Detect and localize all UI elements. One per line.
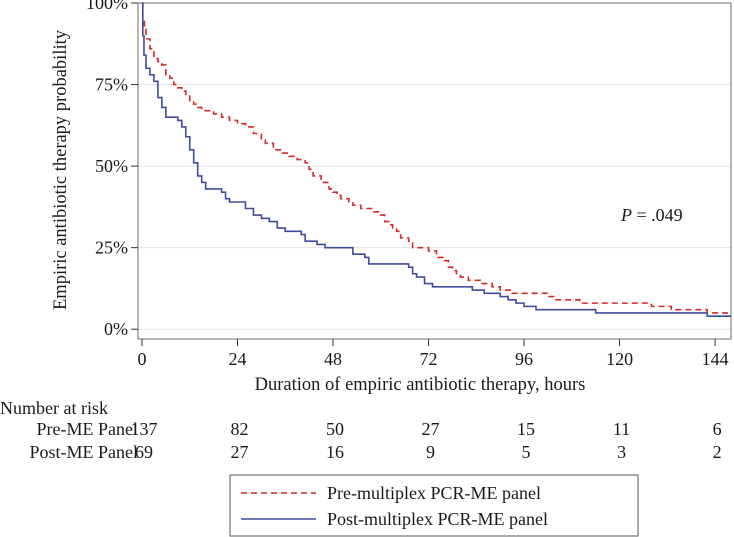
series-line-pre-panel bbox=[141, 2, 731, 317]
risk-value-post-72: 9 bbox=[426, 442, 435, 462]
risk-value-pre-144: 6 bbox=[713, 419, 722, 439]
p-value-text: = .049 bbox=[632, 205, 683, 225]
risk-value-post-0: 69 bbox=[135, 442, 153, 462]
x-tick-label-2: 48 bbox=[324, 349, 342, 369]
risk-value-pre-96: 15 bbox=[517, 419, 535, 439]
x-tick-label-3: 72 bbox=[420, 349, 438, 369]
risk-row-label-pre: Pre-ME Panel bbox=[37, 419, 138, 439]
y-tick-label-0: 0% bbox=[104, 319, 128, 339]
risk-table: Number at risk Pre-ME Panel Post-ME Pane… bbox=[0, 398, 722, 462]
plot-area-frame bbox=[137, 2, 732, 340]
series-line-post-panel bbox=[141, 2, 731, 317]
legend-frame bbox=[229, 474, 639, 537]
x-axis-title: Duration of empiric antibiotic therapy, … bbox=[255, 375, 586, 395]
x-tick-label-5: 120 bbox=[606, 349, 633, 369]
x-tick-label-0: 0 bbox=[137, 349, 146, 369]
risk-value-pre-120: 11 bbox=[613, 419, 630, 439]
y-tick-label-2: 50% bbox=[95, 156, 128, 176]
axes: 0% 25% 50% 75% 100% 0 24 48 72 96 120 144 bbox=[86, 0, 729, 369]
x-tick-label-6: 144 bbox=[702, 349, 729, 369]
risk-value-post-144: 2 bbox=[713, 442, 722, 462]
legend: Pre-multiplex PCR-ME panel Post-multiplex… bbox=[229, 474, 639, 537]
legend-label-post: Post-multiplex PCR-ME panel bbox=[327, 509, 548, 529]
risk-value-pre-0: 137 bbox=[130, 419, 157, 439]
series-layer bbox=[141, 2, 731, 317]
y-tick-label-4: 100% bbox=[86, 0, 128, 13]
risk-value-pre-72: 27 bbox=[422, 419, 440, 439]
gridlines bbox=[138, 2, 731, 330]
y-tick-label-3: 75% bbox=[95, 75, 128, 95]
risk-value-pre-48: 50 bbox=[326, 419, 344, 439]
p-value-symbol: P bbox=[620, 205, 632, 225]
risk-row-label-post: Post-ME Panel bbox=[29, 442, 138, 462]
x-tick-label-1: 24 bbox=[228, 349, 246, 369]
risk-value-pre-24: 82 bbox=[230, 419, 248, 439]
risk-value-post-48: 16 bbox=[326, 442, 344, 462]
risk-value-post-96: 5 bbox=[522, 442, 531, 462]
y-axis-title: Empiric antibiotic therapy probability bbox=[51, 29, 71, 310]
legend-label-pre: Pre-multiplex PCR-ME panel bbox=[327, 483, 541, 503]
risk-value-post-120: 3 bbox=[617, 442, 626, 462]
y-tick-label-1: 25% bbox=[95, 238, 128, 258]
risk-value-post-24: 27 bbox=[230, 442, 248, 462]
risk-table-title: Number at risk bbox=[0, 398, 108, 418]
x-tick-label-4: 96 bbox=[515, 349, 533, 369]
p-value-annotation: P = .049 bbox=[620, 205, 683, 225]
